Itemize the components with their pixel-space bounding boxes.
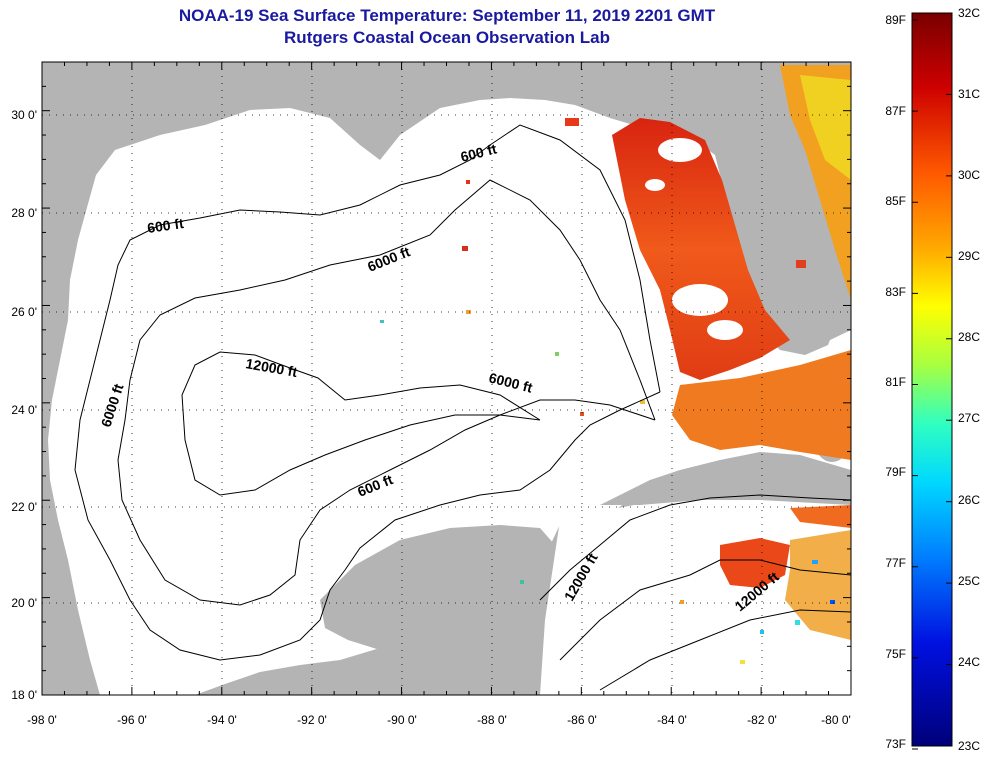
fahrenheit-label: 87F [885,104,906,118]
fahrenheit-label: 75F [885,647,906,661]
axis-ticks [41,61,852,696]
celsius-label: 27C [958,411,980,425]
florida-land [610,108,840,355]
celsius-label: 31C [958,87,980,101]
colorbar [911,12,953,747]
celsius-label: 26C [958,493,980,507]
celsius-label: 25C [958,574,980,588]
celsius-label: 29C [958,249,980,263]
fahrenheit-label: 81F [885,375,906,389]
x-tick-label: -82 0' [747,713,777,727]
bathymetry-contours [74,124,851,691]
y-tick-label: 24 0' [11,403,37,417]
colorbar-ticks [912,12,952,750]
fahrenheit-label: 79F [885,465,906,479]
x-tick-label: -94 0' [207,713,237,727]
map-title: NOAA-19 Sea Surface Temperature: Septemb… [178,6,716,25]
x-tick-label: -92 0' [297,713,327,727]
sst-caribbean [720,538,790,588]
y-tick-label: 18 0' [11,688,37,702]
y-tick-label: 20 0' [11,596,37,610]
y-tick-label: 22 0' [11,500,37,514]
cloud-patches [645,138,743,340]
map-subtitle: Rutgers Coastal Ocean Observation Lab [284,28,610,47]
celsius-label: 24C [958,655,980,669]
sst-atlantic-yellow [800,75,851,180]
fahrenheit-label: 73F [885,737,906,751]
fahrenheit-label: 89F [885,13,906,27]
x-tick-label: -80 0' [821,713,851,727]
colorbar-celsius-labels: 32C 31C 30C 29C 28C 27C 26C 25C 24C 23C [958,6,980,753]
sst-caribbean-mixed [785,530,851,640]
graticule [42,62,851,695]
y-tick-label: 28 0' [11,206,37,220]
x-tick-label: -96 0' [117,713,147,727]
celsius-label: 30C [958,168,980,182]
x-tick-label: -88 0' [477,713,507,727]
x-tick-label: -98 0' [27,713,57,727]
celsius-label: 32C [958,6,980,20]
y-tick-label: 26 0' [11,305,37,319]
sst-cuba-south [790,505,851,528]
sst-florida-straits [672,350,851,460]
cuba-land [618,460,838,508]
x-tick-label: -90 0' [387,713,417,727]
colorbar-fahrenheit-labels: 89F 87F 85F 83F 81F 79F 77F 75F 73F [885,13,906,751]
x-tick-label: -84 0' [657,713,687,727]
fahrenheit-label: 77F [885,556,906,570]
x-tick-label: -86 0' [567,713,597,727]
contour-label: 600 ft [146,215,185,236]
celsius-label: 28C [958,330,980,344]
sst-scatter [380,118,835,664]
y-axis-labels: 30 0' 28 0' 26 0' 24 0' 22 0' 20 0' 18 0… [11,108,37,702]
fahrenheit-label: 83F [885,285,906,299]
yucatan-land [320,525,555,695]
y-tick-label: 30 0' [11,108,37,122]
fahrenheit-label: 85F [885,194,906,208]
x-axis-labels: -98 0' -96 0' -94 0' -92 0' -90 0' -88 0… [27,713,851,727]
celsius-label: 23C [958,739,980,753]
